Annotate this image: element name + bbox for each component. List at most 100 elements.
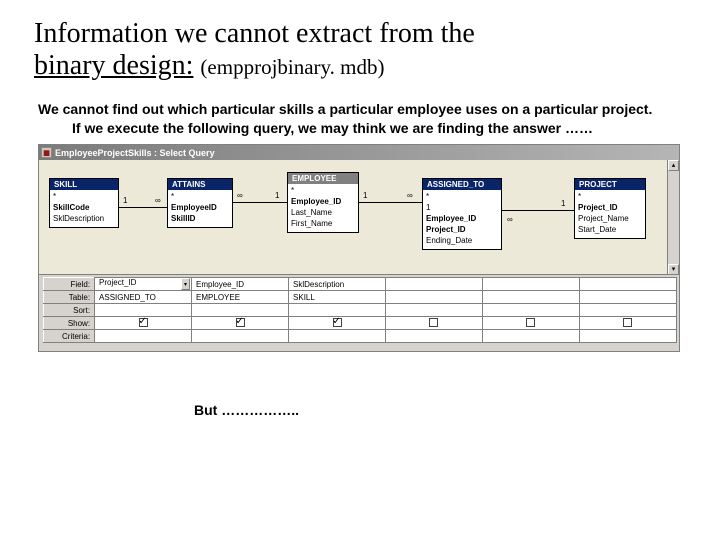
grid-cell[interactable] [579, 317, 676, 330]
grid-cell[interactable]: ASSIGNED_TO [95, 291, 192, 304]
checkbox-icon[interactable] [333, 318, 342, 327]
table-row[interactable]: SklDescription [53, 213, 115, 224]
table-assigned[interactable]: ASSIGNED_TO * 1 Employee_ID Project_ID E… [422, 178, 502, 250]
table-row[interactable]: * [578, 191, 642, 202]
grid-rowlabel: Show: [44, 317, 95, 330]
grid-cell[interactable] [579, 291, 676, 304]
scroll-up-icon[interactable]: ▴ [668, 160, 679, 171]
checkbox-icon[interactable] [429, 318, 438, 327]
join-line [359, 202, 422, 203]
join-one: 1 [275, 191, 279, 200]
grid-cell[interactable]: EMPLOYEE [192, 291, 289, 304]
table-row[interactable]: Project_ID [578, 202, 642, 213]
grid-cell[interactable] [482, 304, 579, 317]
table-row[interactable]: Ending_Date [426, 235, 498, 246]
grid-rowlabel: Table: [44, 291, 95, 304]
table-project-header: PROJECT [575, 179, 645, 190]
join-one: 1 [363, 191, 367, 200]
title-line2b: (empprojbinary. mdb) [200, 55, 384, 79]
grid-cell[interactable]: Project_ID▾ [95, 278, 192, 291]
grid-cell[interactable] [482, 291, 579, 304]
join-line [233, 202, 287, 203]
table-attains[interactable]: ATTAINS * EmployeeID SkillID [167, 178, 233, 228]
table-skill-header: SKILL [50, 179, 118, 190]
grid-rowlabel: Field: [44, 278, 95, 291]
table-row[interactable]: SkillID [171, 213, 229, 224]
table-employee-header: EMPLOYEE [288, 173, 358, 184]
checkbox-icon[interactable] [526, 318, 535, 327]
grid-cell[interactable] [482, 330, 579, 343]
grid-cell[interactable] [289, 317, 386, 330]
query-design-grid[interactable]: Field: Project_ID▾ Employee_ID SklDescri… [43, 277, 677, 343]
join-inf: ∞ [407, 191, 413, 200]
table-assigned-header: ASSIGNED_TO [423, 179, 501, 190]
table-row[interactable]: Employee_ID [426, 213, 498, 224]
table-row[interactable]: Project_ID [426, 224, 498, 235]
grid-row-table: Table: ASSIGNED_TO EMPLOYEE SKILL [44, 291, 677, 304]
query-icon: ▦ [41, 147, 52, 158]
window-title-text: EmployeeProjectSkills : Select Query [55, 148, 215, 158]
grid-cell[interactable] [95, 317, 192, 330]
join-inf: ∞ [237, 191, 243, 200]
checkbox-icon[interactable] [139, 318, 148, 327]
grid-cell[interactable] [386, 317, 483, 330]
title-line1: Information we cannot extract from the [34, 18, 475, 49]
grid-cell[interactable]: SKILL [289, 291, 386, 304]
footer-text: But …………….. [194, 402, 686, 418]
join-inf: ∞ [155, 196, 161, 205]
vertical-scrollbar[interactable]: ▾ ▴ [667, 160, 679, 275]
grid-cell[interactable] [289, 330, 386, 343]
grid-cell[interactable] [579, 304, 676, 317]
grid-cell[interactable] [386, 278, 483, 291]
scroll-down-icon[interactable]: ▾ [668, 264, 679, 275]
slide-title: Information we cannot extract from the b… [34, 18, 686, 82]
grid-row-show: Show: [44, 317, 677, 330]
join-inf: ∞ [507, 215, 513, 224]
table-row[interactable]: * [291, 185, 355, 196]
grid-cell[interactable]: SklDescription [289, 278, 386, 291]
title-line2a: binary design: [34, 50, 193, 81]
table-row[interactable]: * [171, 191, 229, 202]
grid-cell[interactable]: Employee_ID [192, 278, 289, 291]
grid-cell[interactable] [579, 278, 676, 291]
grid-cell[interactable] [386, 330, 483, 343]
relationship-pane[interactable]: SKILL * SkillCode SklDescription ATTAINS… [39, 160, 679, 275]
dropdown-icon[interactable]: ▾ [181, 278, 190, 290]
query-grid-pane: Field: Project_ID▾ Employee_ID SklDescri… [39, 275, 679, 351]
table-row[interactable]: Project_Name [578, 213, 642, 224]
table-row[interactable]: Employee_ID [291, 196, 355, 207]
table-employee[interactable]: EMPLOYEE * Employee_ID Last_Name First_N… [287, 172, 359, 233]
grid-rowlabel: Sort: [44, 304, 95, 317]
table-attains-header: ATTAINS [168, 179, 232, 190]
table-project[interactable]: PROJECT * Project_ID Project_Name Start_… [574, 178, 646, 239]
checkbox-icon[interactable] [236, 318, 245, 327]
grid-cell[interactable] [482, 317, 579, 330]
query-design-window: ▦ EmployeeProjectSkills : Select Query S… [38, 144, 680, 352]
table-row[interactable]: * [53, 191, 115, 202]
grid-cell[interactable] [386, 291, 483, 304]
checkbox-icon[interactable] [623, 318, 632, 327]
table-row[interactable]: * [426, 191, 498, 202]
table-row[interactable]: SkillCode [53, 202, 115, 213]
grid-cell[interactable] [386, 304, 483, 317]
window-titlebar[interactable]: ▦ EmployeeProjectSkills : Select Query [39, 145, 679, 160]
join-line [119, 207, 167, 208]
join-line [502, 210, 574, 211]
table-row[interactable]: Start_Date [578, 224, 642, 235]
table-row[interactable]: Last_Name [291, 207, 355, 218]
join-one: 1 [123, 196, 127, 205]
table-skill[interactable]: SKILL * SkillCode SklDescription [49, 178, 119, 228]
grid-cell[interactable] [579, 330, 676, 343]
grid-cell[interactable] [482, 278, 579, 291]
table-row[interactable]: EmployeeID [171, 202, 229, 213]
grid-cell[interactable] [95, 330, 192, 343]
slide-subtext: We cannot find out which particular skil… [38, 100, 666, 138]
grid-row-criteria: Criteria: [44, 330, 677, 343]
join-one: 1 [561, 199, 565, 208]
grid-row-field: Field: Project_ID▾ Employee_ID SklDescri… [44, 278, 677, 291]
grid-cell[interactable] [192, 317, 289, 330]
grid-cell[interactable] [192, 330, 289, 343]
table-row[interactable]: 1 [426, 202, 498, 213]
grid-rowlabel: Criteria: [44, 330, 95, 343]
table-row[interactable]: First_Name [291, 218, 355, 229]
